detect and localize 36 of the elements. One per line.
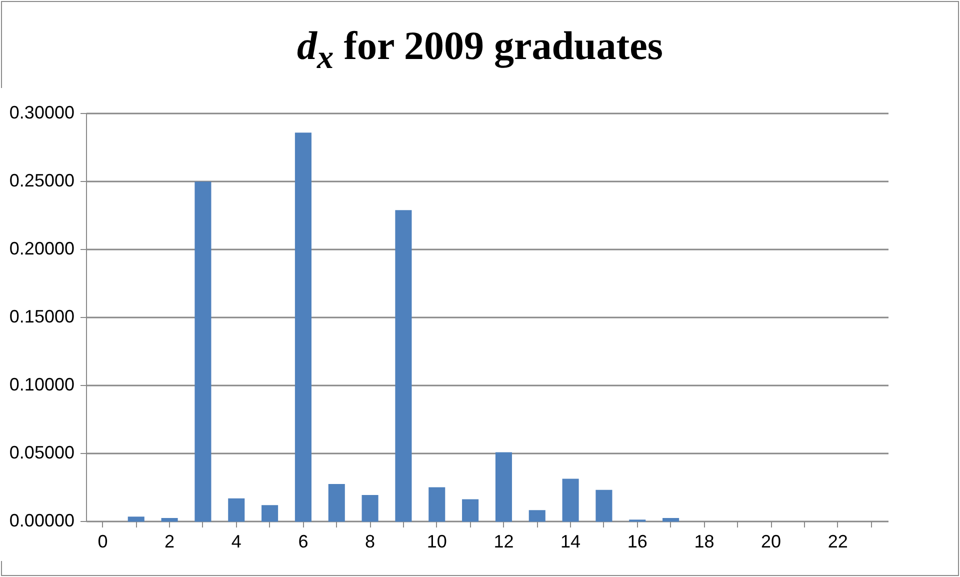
bar xyxy=(228,498,245,522)
bar xyxy=(262,505,278,522)
y-tick-label: 0.05000 xyxy=(9,442,74,462)
bar xyxy=(562,478,579,522)
y-tick-label: 0.30000 xyxy=(9,102,74,122)
chart-title: d$_{x}$ for 2009 graduates xyxy=(296,22,664,77)
bar xyxy=(395,210,412,522)
x-tick-label: 12 xyxy=(494,532,514,552)
y-tick-label: 0.20000 xyxy=(9,238,74,258)
x-tick-label: 14 xyxy=(560,532,581,552)
x-tick-label: 6 xyxy=(298,532,308,552)
bar xyxy=(194,182,212,522)
x-tick-label: 22 xyxy=(828,532,848,552)
bar xyxy=(128,516,144,522)
bar xyxy=(495,452,512,522)
x-tick-label: 2 xyxy=(164,532,175,552)
bar xyxy=(362,494,378,522)
bar xyxy=(428,487,446,522)
y-tick-label: 0.00000 xyxy=(9,510,74,530)
y-tick-label: 0.10000 xyxy=(9,374,74,394)
bar xyxy=(662,518,680,522)
x-tick-label: 4 xyxy=(231,532,242,552)
bar xyxy=(328,484,345,522)
bar xyxy=(161,518,178,522)
x-tick-label: 8 xyxy=(365,532,376,552)
x-tick-label: 10 xyxy=(426,532,447,552)
bar xyxy=(294,132,312,522)
x-tick-label: 0 xyxy=(98,532,108,552)
y-tick-label: 0.15000 xyxy=(9,306,74,326)
x-tick-label: 18 xyxy=(694,532,714,552)
bar xyxy=(596,490,612,522)
bar xyxy=(462,499,479,522)
x-tick-label: 16 xyxy=(627,532,648,552)
x-tick-label: 20 xyxy=(761,532,782,552)
bar xyxy=(528,510,546,522)
y-tick-label: 0.25000 xyxy=(9,170,74,190)
